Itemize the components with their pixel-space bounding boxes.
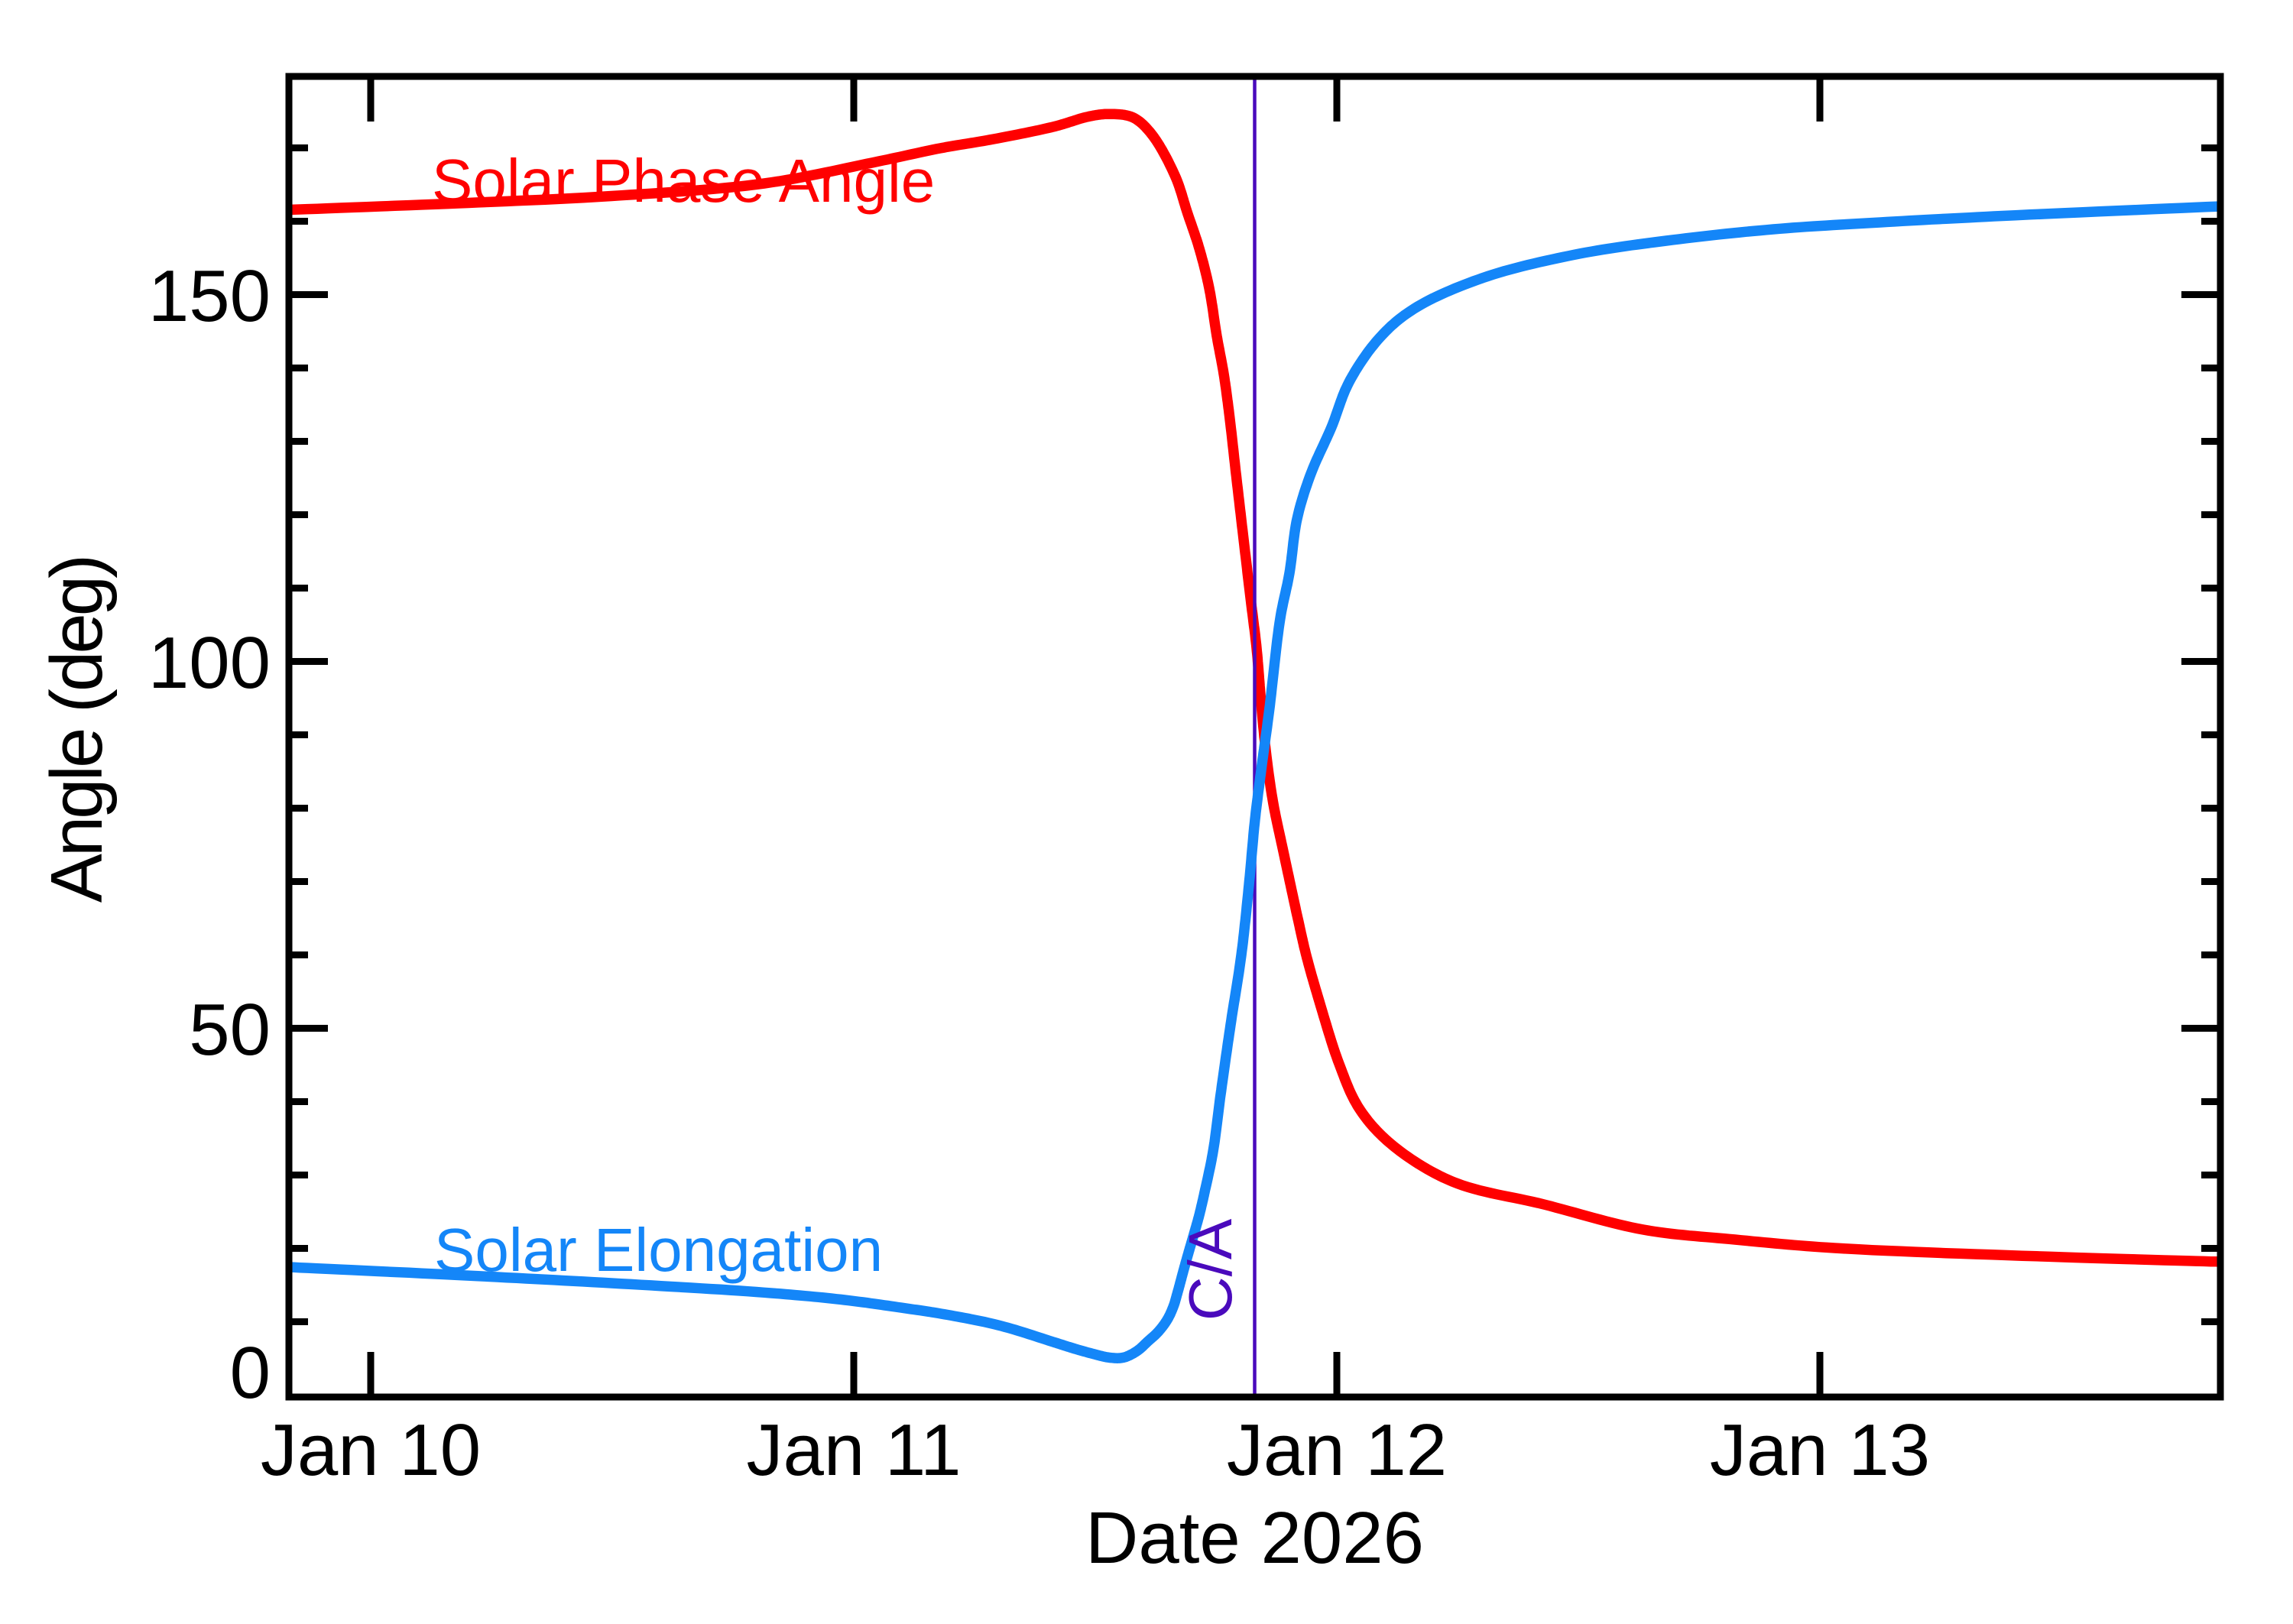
svg-text:Angle (deg): Angle (deg) bbox=[36, 557, 118, 903]
svg-text:Jan 10: Jan 10 bbox=[261, 1409, 481, 1491]
svg-text:50: 50 bbox=[189, 989, 271, 1071]
svg-text:Date 2026: Date 2026 bbox=[1085, 1497, 1424, 1579]
svg-text:0: 0 bbox=[230, 1332, 271, 1414]
svg-text:Jan 12: Jan 12 bbox=[1227, 1409, 1447, 1491]
svg-text:Solar Elongation: Solar Elongation bbox=[434, 1216, 883, 1284]
svg-text:Jan 11: Jan 11 bbox=[746, 1409, 961, 1491]
svg-text:Solar Phase Angle: Solar Phase Angle bbox=[432, 147, 935, 215]
svg-text:100: 100 bbox=[148, 622, 271, 704]
svg-text:C/A: C/A bbox=[1176, 1218, 1244, 1321]
svg-text:Jan 13: Jan 13 bbox=[1710, 1409, 1930, 1491]
svg-text:150: 150 bbox=[148, 255, 271, 337]
